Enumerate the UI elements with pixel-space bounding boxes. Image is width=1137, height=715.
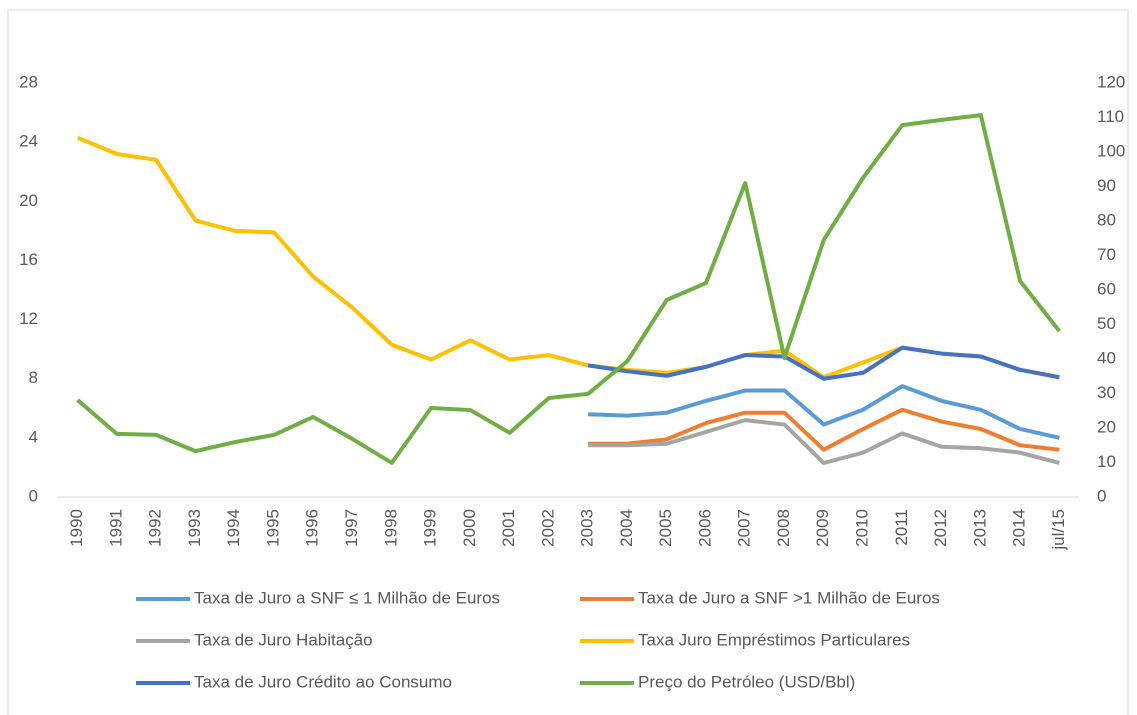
x-tick-label: 2008 <box>774 509 793 547</box>
x-tick-label: 2014 <box>1010 509 1029 547</box>
x-tick-label: 2003 <box>578 509 597 547</box>
x-tick-label: 2011 <box>892 509 911 546</box>
x-tick-label: 1991 <box>106 509 125 547</box>
series-line <box>588 384 1060 440</box>
legend-label: Taxa Juro Empréstimos Particulares <box>638 630 910 649</box>
chart-frame <box>7 9 1129 715</box>
y-tick-label: 4 <box>29 427 38 446</box>
y-tick-label: 12 <box>19 309 38 328</box>
x-tick-label: 2009 <box>813 509 832 547</box>
x-tick-label: 1996 <box>303 509 322 547</box>
series-line <box>588 418 1060 465</box>
series-line <box>76 135 1060 380</box>
series-line <box>76 113 1061 465</box>
y-tick-label: 0 <box>29 486 38 505</box>
x-tick-label: 1994 <box>224 509 243 547</box>
x-tick-label: 2001 <box>499 509 518 547</box>
series-line <box>588 407 1060 452</box>
y2-tick-label: 90 <box>1097 176 1116 195</box>
x-tick-label: 2004 <box>617 509 636 547</box>
x-tick-label: 2007 <box>735 509 754 547</box>
y2-tick-label: 120 <box>1097 72 1125 91</box>
y-tick-label: 20 <box>19 191 38 210</box>
x-tick-label: 1990 <box>67 509 86 547</box>
y-tick-label: 16 <box>19 250 38 269</box>
y2-tick-label: 10 <box>1097 452 1116 471</box>
x-tick-label: 1995 <box>263 509 282 547</box>
x-tick-label: 2002 <box>538 509 557 547</box>
x-tick-label: 1997 <box>342 509 361 547</box>
x-tick-label: 1992 <box>146 509 165 547</box>
x-tick-label: jul/15 <box>1049 509 1068 551</box>
legend-label: Preço do Petróleo (USD/Bbl) <box>638 672 855 691</box>
x-tick-label: 2006 <box>695 509 714 547</box>
y2-tick-label: 100 <box>1097 141 1125 160</box>
y-tick-label: 28 <box>19 72 38 91</box>
y2-tick-label: 30 <box>1097 383 1116 402</box>
y2-tick-label: 60 <box>1097 279 1116 298</box>
series-line <box>587 345 1060 381</box>
y2-tick-label: 80 <box>1097 210 1116 229</box>
y2-tick-label: 110 <box>1097 107 1124 126</box>
y2-tick-label: 20 <box>1097 417 1116 436</box>
y2-tick-label: 50 <box>1097 314 1116 333</box>
x-tick-label: 2005 <box>656 509 675 547</box>
x-tick-label: 1999 <box>421 509 440 547</box>
x-tick-label: 1998 <box>381 509 400 547</box>
y2-tick-label: 0 <box>1097 486 1106 505</box>
legend-label: Taxa de Juro a SNF >1 Milhão de Euros <box>638 588 940 607</box>
x-tick-label: 2000 <box>460 509 479 547</box>
x-tick-label: 1993 <box>185 509 204 547</box>
legend-label: Taxa de Juro Habitação <box>194 630 373 649</box>
legend-label: Taxa de Juro a SNF ≤ 1 Milhão de Euros <box>194 588 500 607</box>
legend-label: Taxa de Juro Crédito ao Consumo <box>194 672 452 691</box>
x-tick-label: 2010 <box>853 509 872 547</box>
y-tick-label: 24 <box>19 132 38 151</box>
y2-tick-label: 40 <box>1097 348 1116 367</box>
x-tick-label: 2013 <box>970 509 989 547</box>
x-tick-label: 2012 <box>931 509 950 547</box>
y2-tick-label: 70 <box>1097 245 1116 264</box>
y-tick-label: 8 <box>29 368 38 387</box>
